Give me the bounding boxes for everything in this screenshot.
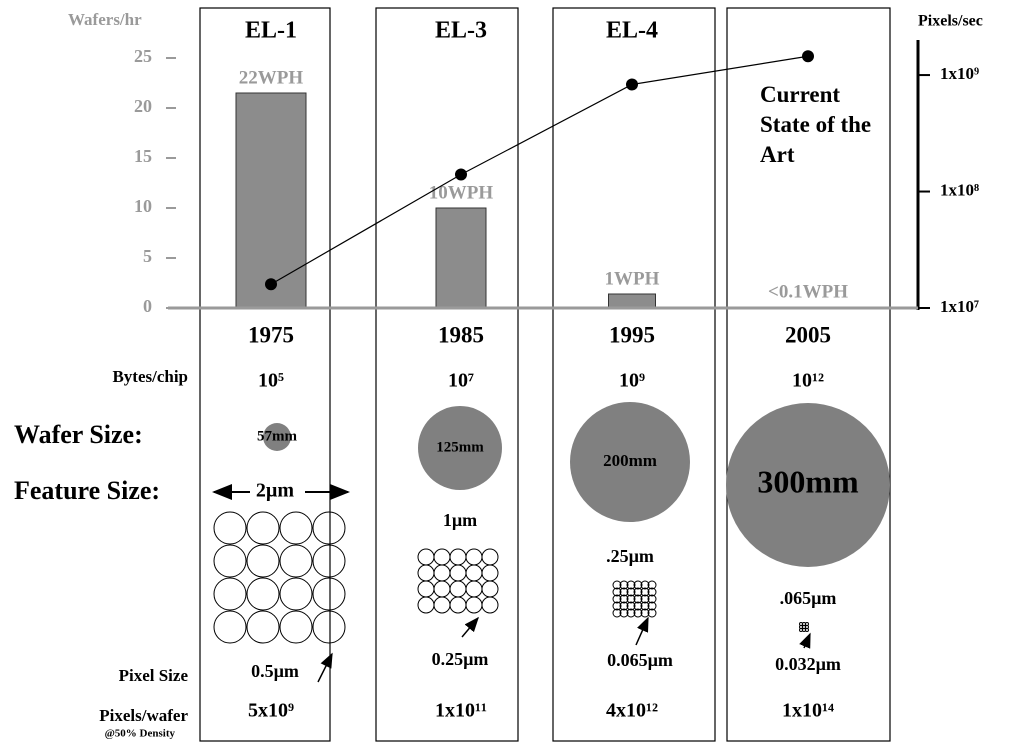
row-label: Feature Size:	[14, 476, 160, 505]
pixel-cell	[450, 549, 466, 565]
pixel-size: 0.25µm	[432, 649, 489, 669]
x-tick-label: 1975	[248, 322, 294, 347]
x-tick-label: 1985	[438, 322, 484, 347]
row-label: Pixels/wafer	[99, 706, 188, 725]
pixel-cell	[466, 581, 482, 597]
pointer-arrow	[804, 634, 810, 648]
bar	[436, 208, 486, 308]
pixel-cell	[434, 581, 450, 597]
column-title: EL-1	[245, 18, 297, 44]
pixel-cell	[450, 565, 466, 581]
pixel-size: 0.065µm	[607, 650, 673, 670]
y-tick-label: 25	[134, 46, 152, 66]
pixel-cell	[418, 597, 434, 613]
row-label: Bytes/chip	[112, 367, 188, 386]
row-note: @50% Density	[105, 728, 176, 740]
pixel-cell	[434, 597, 450, 613]
bytes-per-chip: 10⁹	[619, 370, 645, 392]
bar	[236, 93, 306, 308]
pointer-arrow	[636, 618, 648, 645]
data-label: 1WPH	[605, 268, 660, 289]
point	[626, 78, 638, 90]
pixel-cell	[280, 611, 312, 643]
pixel-cell	[313, 512, 345, 544]
pixels-per-wafer: 4x10¹²	[606, 700, 658, 722]
y-tick-label: 5	[143, 246, 152, 266]
feature-size: 2µm	[256, 480, 295, 502]
pixel-cell	[482, 565, 498, 581]
column-box	[376, 8, 518, 741]
pixel-cell	[466, 549, 482, 565]
feature-size: .065µm	[780, 588, 837, 608]
feature-size: .25µm	[606, 546, 654, 566]
pixel-cell	[466, 597, 482, 613]
point	[265, 278, 277, 290]
pixel-cell	[313, 545, 345, 577]
bytes-per-chip: 10¹²	[792, 370, 824, 392]
pixel-cell	[247, 611, 279, 643]
pixel-cell	[482, 549, 498, 565]
pixel-cell	[280, 512, 312, 544]
pixel-cell	[450, 597, 466, 613]
pixel-cell	[418, 581, 434, 597]
pixel-size: 0.5µm	[251, 661, 299, 681]
pixel-cell	[466, 565, 482, 581]
pixel-cell	[450, 581, 466, 597]
pixels-per-wafer: 1x10¹¹	[435, 700, 487, 722]
row-label: Wafer Size:	[14, 420, 143, 449]
column-title: EL-4	[606, 18, 658, 44]
pixel-cell	[418, 565, 434, 581]
data-label: 22WPH	[239, 67, 304, 88]
y-tick-label: 10	[134, 196, 152, 216]
pixel-cell	[482, 581, 498, 597]
wafer-size: 200mm	[603, 451, 657, 470]
pixel-cell	[214, 545, 246, 577]
pixel-cell	[806, 629, 809, 632]
pixel-cell	[434, 549, 450, 565]
feature-size: 1µm	[443, 510, 477, 530]
pixel-cell	[214, 611, 246, 643]
annotation-text: Current State of the Art	[760, 80, 885, 170]
y2-axis-label: Pixels/sec	[918, 13, 983, 30]
pointer-arrow	[462, 618, 478, 637]
y-tick-label: 20	[134, 96, 152, 116]
data-label: <0.1WPH	[768, 282, 848, 303]
y2-tick-label: 1x10⁸	[940, 180, 979, 199]
wafer-size: 125mm	[436, 439, 484, 455]
pixel-cell	[482, 597, 498, 613]
column-title: EL-3	[435, 18, 487, 44]
data-label: 10WPH	[429, 182, 494, 203]
pixel-cell	[247, 578, 279, 610]
pixel-cell	[280, 578, 312, 610]
annotation: Current State of the Art	[740, 80, 885, 180]
pixel-cell	[214, 578, 246, 610]
bytes-per-chip: 10⁷	[448, 370, 474, 392]
point	[802, 50, 814, 62]
row-label: Pixel Size	[119, 666, 189, 685]
pixel-cell	[247, 545, 279, 577]
y2-tick-label: 1x10⁹	[940, 64, 979, 83]
pixels-per-wafer: 5x10⁹	[248, 700, 294, 722]
chart: Wafers/hr Pixels/sec Current State of th…	[0, 0, 1018, 742]
pixel-cell	[247, 512, 279, 544]
y2-tick-label: 1x10⁷	[940, 297, 979, 316]
pixels-per-wafer: 1x10¹⁴	[782, 700, 834, 722]
y-axis-label: Wafers/hr	[68, 10, 142, 29]
pixel-cell	[313, 611, 345, 643]
x-tick-label: 1995	[609, 322, 655, 347]
x-tick-label: 2005	[785, 322, 831, 347]
y-tick-label: 0	[143, 296, 152, 316]
wafer-size: 57mm	[257, 428, 297, 444]
pixel-size: 0.032µm	[775, 654, 841, 674]
pixel-cell	[280, 545, 312, 577]
wafer-size: 300mm	[757, 463, 859, 499]
pixel-cell	[434, 565, 450, 581]
bar	[609, 294, 656, 308]
pixel-cell	[214, 512, 246, 544]
point	[455, 169, 467, 181]
y-tick-label: 15	[134, 146, 152, 166]
bytes-per-chip: 10⁵	[258, 370, 284, 392]
pixel-cell	[313, 578, 345, 610]
pixel-cell	[418, 549, 434, 565]
